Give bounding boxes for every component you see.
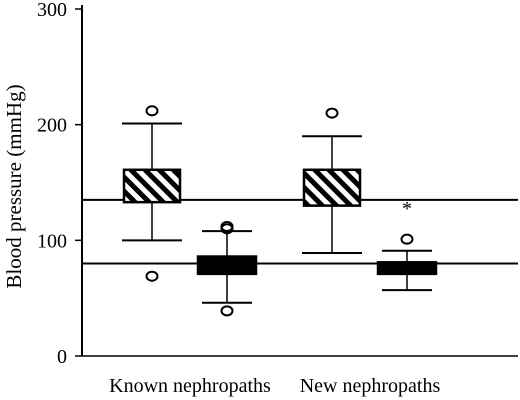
iqr-box — [376, 261, 438, 276]
iqr-box — [196, 255, 258, 276]
outlier-point — [325, 107, 339, 119]
iqr-box — [122, 168, 182, 204]
outlier-point — [220, 305, 234, 317]
reference-lines — [82, 198, 518, 265]
iqr-box — [302, 168, 362, 207]
y-tick-label: 0 — [57, 346, 67, 368]
x-category-label: Known nephropaths — [109, 375, 271, 397]
axes — [75, 5, 518, 357]
outlier-point — [220, 220, 234, 232]
y-tick-label: 200 — [37, 115, 67, 137]
y-tick-label: 100 — [37, 230, 67, 252]
outlier-point — [400, 233, 414, 245]
labels: 0 100 200 300 Blood pressure (mmHg) Known nep… — [2, 0, 440, 397]
box-hatched-0 — [122, 105, 182, 282]
box-hatched-1 — [302, 107, 362, 255]
y-tick-label: 300 — [37, 0, 67, 21]
x-category-label: New nephropaths — [300, 375, 441, 397]
y-axis-title: Blood pressure (mmHg) — [2, 84, 26, 288]
outlier-point — [145, 105, 159, 117]
box-solid-0 — [196, 220, 258, 317]
extreme-point: * — [402, 198, 412, 220]
boxes: * — [122, 105, 438, 317]
box-solid-1: * — [376, 198, 438, 292]
outlier-point — [145, 270, 159, 282]
